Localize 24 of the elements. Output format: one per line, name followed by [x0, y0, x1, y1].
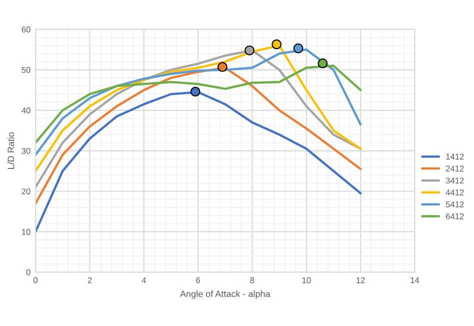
y-tick-label: 20	[22, 188, 30, 194]
legend-label: 3412	[446, 178, 464, 184]
x-tick-label: 10	[302, 277, 311, 284]
x-tick-label: 14	[410, 277, 420, 284]
x-tick-label: 8	[250, 277, 254, 284]
y-tick-label: 40	[22, 107, 30, 114]
x-tick-label: 6	[196, 277, 200, 284]
legend-label: 4412	[446, 190, 464, 196]
line-series	[36, 48, 362, 156]
y-tick-label: 60	[22, 26, 30, 32]
y-tick-label: 30	[22, 148, 30, 154]
x-tick-label: 2	[88, 277, 92, 284]
legend-label: 2412	[446, 166, 464, 172]
x-tick-label: 12	[356, 277, 365, 284]
x-tick-label: 0	[34, 277, 38, 284]
legend-label: 1412	[446, 154, 464, 160]
x-tick-label: 4	[142, 277, 146, 284]
y-tick-label: 10	[22, 228, 30, 235]
legend-label: 5412	[446, 201, 464, 208]
x-axis-title: Angle of Attack - alpha	[180, 290, 270, 299]
legend-label: 6412	[446, 213, 464, 220]
y-axis-title: L/D Ratio	[7, 132, 14, 169]
y-tick-label: 50	[22, 67, 30, 73]
y-tick-label: 0	[26, 269, 30, 276]
